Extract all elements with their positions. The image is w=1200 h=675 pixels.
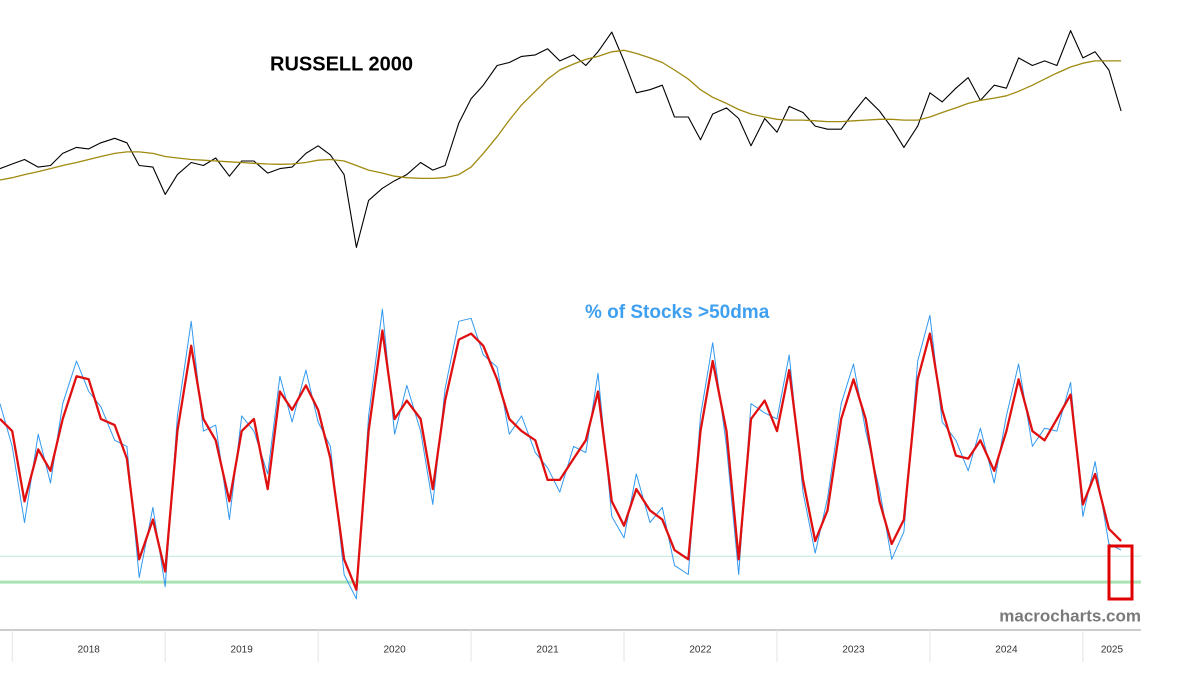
series-line <box>0 308 1122 600</box>
x-tick-label: 2024 <box>995 645 1018 656</box>
chart-title: RUSSELL 2000 <box>270 53 413 75</box>
series-line <box>0 30 1122 248</box>
x-tick-label: 2022 <box>689 645 712 656</box>
x-tick-label: 2025 <box>1101 645 1124 656</box>
chart-title: % of Stocks >50dma <box>585 302 770 323</box>
x-tick-label: 2020 <box>383 645 406 656</box>
x-tick-label: 2018 <box>78 645 101 656</box>
series-line <box>0 329 1122 591</box>
x-tick-label: 2019 <box>231 645 254 656</box>
x-tick-label: 2021 <box>536 645 559 656</box>
highlight-box <box>1107 544 1134 601</box>
x-tick-label: 2023 <box>842 645 865 656</box>
series-line <box>0 49 1122 181</box>
watermark: macrocharts.com <box>999 606 1141 625</box>
